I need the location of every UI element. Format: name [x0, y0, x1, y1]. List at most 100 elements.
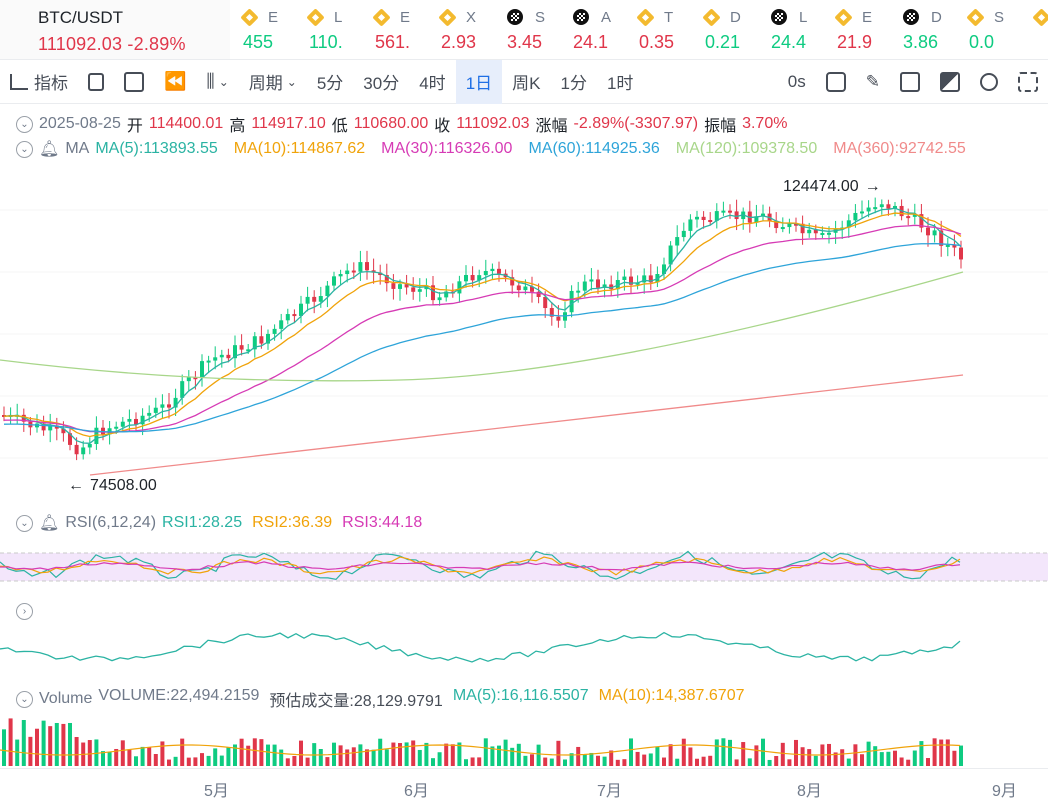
volume-bar [457, 742, 462, 766]
ticker-value: 3.45 [507, 32, 543, 52]
chart-type-button[interactable]: ⫼ ⌄ [196, 60, 238, 104]
candle-body [134, 418, 138, 425]
ticker-item[interactable]: X 2.93 [428, 0, 494, 59]
ticker-value: 0.35 [639, 32, 675, 52]
template-button[interactable] [78, 60, 114, 104]
candle-body [912, 214, 917, 217]
okx-icon [573, 9, 589, 25]
ticker-item[interactable]: T 0.35 [626, 0, 692, 59]
interval-tab[interactable]: 1分 [560, 74, 587, 93]
candle-body [206, 360, 211, 363]
interval-tab[interactable]: 周K [512, 74, 541, 93]
candle-body [866, 207, 871, 212]
indicator-icon [10, 73, 28, 90]
ma-line [3, 224, 962, 433]
price-chart[interactable] [0, 160, 1048, 490]
chevron-icon[interactable]: ⌄ [16, 115, 33, 133]
volume-bar [563, 759, 567, 766]
candle-body [794, 223, 798, 226]
volume-bar [140, 746, 145, 766]
volume-bar [952, 750, 957, 766]
chevron-icon[interactable]: ⌄ [16, 140, 33, 158]
bell-icon[interactable]: 🔔︎ [39, 141, 60, 158]
ticker-item[interactable]: S 3.45 [494, 0, 560, 59]
period-dropdown[interactable]: 周期 ⌄ [248, 74, 297, 93]
bell-icon[interactable]: 🔔︎ [39, 515, 60, 532]
indicator-chart[interactable] [0, 615, 1048, 685]
ticker-item[interactable]: L 110. [296, 0, 362, 59]
ticker-item[interactable] [1022, 0, 1048, 59]
candle-body [556, 316, 561, 321]
volume-bar [120, 740, 125, 766]
fullscreen-button[interactable] [1008, 60, 1048, 104]
ticker-symbol: L [334, 8, 343, 26]
candle-body [87, 444, 92, 448]
volume-bar [437, 752, 442, 766]
candle-body [41, 423, 46, 431]
candle-body [510, 277, 515, 286]
candle-body [721, 210, 726, 213]
screenshot-button[interactable] [816, 60, 856, 104]
ticker-item[interactable]: E 21.9 [824, 0, 890, 59]
volume-bar [767, 759, 772, 766]
camera-icon [825, 71, 846, 92]
interval-tab[interactable]: 30分 [363, 74, 400, 93]
candle-body [609, 284, 614, 290]
ticker-item[interactable]: L 24.4 [758, 0, 824, 59]
candle-body [879, 204, 884, 208]
volume-bar [899, 757, 904, 766]
candle-body [74, 444, 79, 455]
main-ticker[interactable]: BTC/USDT 111092.03 -2.89% [0, 0, 230, 59]
candle-body [437, 297, 442, 301]
interval-tab[interactable]: 5分 [316, 74, 344, 93]
compare-button[interactable] [930, 60, 970, 104]
candle-body [886, 204, 891, 209]
volume-bar [728, 739, 732, 766]
candle-body [431, 285, 435, 301]
close-value: 111092.03 [456, 115, 530, 132]
chevron-icon[interactable]: ⌄ [16, 690, 33, 708]
volume-bar [483, 738, 488, 766]
volume-bar [853, 744, 858, 766]
volume-chart[interactable] [0, 708, 1048, 768]
ticker-item[interactable]: S 0.0 [956, 0, 1022, 59]
indicator-line [0, 631, 961, 663]
volume-bar [906, 759, 911, 766]
chevron-icon[interactable]: ⌄ [16, 514, 33, 532]
candle-body [622, 276, 627, 280]
rewind-button[interactable]: ⏪ [154, 60, 196, 104]
indicator-button[interactable]: 指标 [0, 60, 78, 104]
ticker-item[interactable]: E 561. [362, 0, 428, 59]
rsi-line [0, 561, 961, 571]
add-button[interactable] [890, 60, 930, 104]
ticker-item[interactable]: E 455 [230, 0, 296, 59]
candle-body [734, 211, 739, 220]
ticker-value: 561. [375, 32, 411, 52]
candle-body [774, 220, 779, 229]
chevron-right-icon[interactable]: › [16, 603, 33, 620]
volume-bar [589, 752, 594, 766]
ticker-item[interactable]: A 24.1 [560, 0, 626, 59]
interval-tab[interactable]: 4时 [419, 74, 446, 93]
volume-bar [233, 744, 237, 766]
candle-body [94, 427, 99, 445]
settings-button[interactable] [970, 60, 1008, 104]
ticker-item[interactable]: D 3.86 [890, 0, 956, 59]
candle-body [569, 290, 574, 313]
ticker-item[interactable]: D 0.21 [692, 0, 758, 59]
volume-bar [787, 759, 792, 766]
candle-body [846, 220, 851, 228]
volume-bar [345, 749, 350, 766]
interval-tab[interactable]: 1时 [606, 74, 634, 93]
draw-button[interactable]: ✎ [856, 60, 890, 104]
volume-bar [180, 738, 185, 766]
volume-bar [734, 759, 739, 766]
ticker-value: 110. [309, 32, 343, 52]
candle-body [411, 287, 416, 292]
rsi-chart[interactable] [0, 538, 1048, 598]
volume-bar [338, 745, 343, 766]
amp-value: 3.70% [742, 115, 788, 132]
interval-tab[interactable]: 1日 [455, 59, 503, 104]
layout-button[interactable] [114, 60, 154, 104]
ticker-value: 24.4 [771, 32, 807, 52]
